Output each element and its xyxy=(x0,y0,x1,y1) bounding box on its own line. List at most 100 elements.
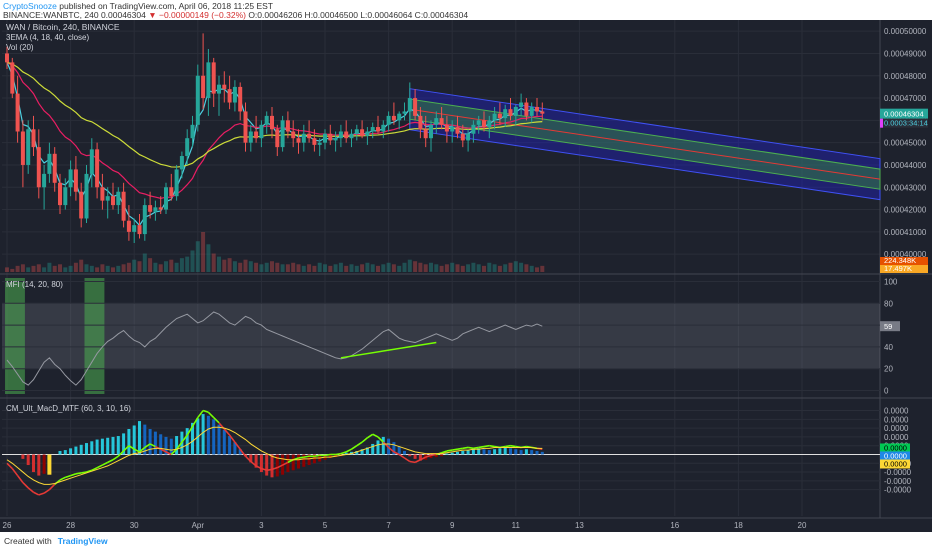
macd-line-segment xyxy=(361,437,368,443)
price-tick-label: 0.00042000 xyxy=(884,206,927,215)
candle-body xyxy=(31,129,36,148)
mfi-divergence-line xyxy=(340,341,437,359)
macd-line-segment xyxy=(335,452,342,456)
candle-body xyxy=(349,133,354,139)
candle-body xyxy=(365,131,370,136)
macd-line-segment xyxy=(6,462,13,470)
volume-bar xyxy=(519,262,524,272)
volume-bar xyxy=(58,264,62,272)
macd-line-segment xyxy=(441,450,448,454)
time-tick-label: 11 xyxy=(512,521,521,530)
macd-line-segment xyxy=(81,471,87,474)
candle-body xyxy=(195,75,200,125)
macd-histogram-bar xyxy=(355,450,359,455)
candle-body xyxy=(429,124,433,139)
candle-body xyxy=(232,86,237,103)
macd-line-segment xyxy=(16,475,24,484)
time-tick-label: Apr xyxy=(192,521,205,530)
volume-bar xyxy=(232,261,237,272)
time-tick-label: 16 xyxy=(670,521,679,530)
macd-line-segment xyxy=(48,483,56,491)
macd-histogram-bar xyxy=(535,450,539,455)
macd-histogram-bar xyxy=(503,447,507,455)
footer: Created with TradingView xyxy=(0,532,932,550)
macd-histogram-bar xyxy=(482,449,486,455)
candle-body xyxy=(285,120,290,132)
macd-line-segment xyxy=(467,446,474,450)
macd-line-segment xyxy=(345,448,352,453)
macd-line-segment xyxy=(86,469,93,473)
time-tick-label: 28 xyxy=(66,521,75,530)
macd-tick-label: -0.0000 xyxy=(884,477,912,486)
candle-body xyxy=(211,62,216,94)
macd-line-segment xyxy=(303,455,310,458)
macd-histogram-bar xyxy=(238,449,242,455)
candle-body xyxy=(264,115,269,125)
macd-line-segment xyxy=(11,468,19,477)
candle-body xyxy=(15,93,20,132)
candle-body xyxy=(418,115,423,130)
macd-histogram-bar xyxy=(138,421,141,455)
volume-bar xyxy=(285,264,290,272)
candle-body xyxy=(5,53,9,63)
candle-body xyxy=(42,173,47,188)
volume-bar xyxy=(270,261,274,272)
macd-histogram-bar xyxy=(265,454,269,476)
time-tick-label: 20 xyxy=(798,521,807,530)
candle-body xyxy=(79,191,84,219)
macd-line-segment xyxy=(138,446,146,453)
candle-body xyxy=(307,133,312,139)
author-name[interactable]: CryptoSnooze xyxy=(3,1,57,11)
candle-body xyxy=(89,149,94,174)
macd-line-segment xyxy=(340,451,347,455)
volume-bar xyxy=(291,262,296,272)
candle-body xyxy=(492,113,497,121)
candle-body xyxy=(397,113,402,121)
macd-histogram-bar xyxy=(74,446,78,455)
macd-histogram-bar xyxy=(116,436,120,455)
time-tick-label: 5 xyxy=(323,521,328,530)
macd-line-segment xyxy=(404,457,411,463)
candle-body xyxy=(296,138,301,143)
volume-bar xyxy=(116,265,121,272)
volume-bar xyxy=(79,259,84,272)
volume-bar xyxy=(323,264,327,272)
timer-tag-marker xyxy=(880,118,883,128)
mfi-tick-label: 100 xyxy=(884,277,898,286)
chart-canvas[interactable]: 0.00050000 0.00049000 0.00048000 0.00047000… xyxy=(0,20,932,532)
published-note: published on TradingView.com, April 06, … xyxy=(56,1,273,11)
macd-histogram-bar xyxy=(21,454,25,459)
candle-body xyxy=(275,129,280,148)
macd-histogram-bar xyxy=(191,422,194,455)
macd-histogram-bar xyxy=(249,454,253,463)
macd-line-segment xyxy=(186,425,194,436)
volume-bar xyxy=(63,267,68,272)
candle-body xyxy=(354,129,359,134)
macd-histogram-bar xyxy=(185,428,189,455)
volume-bar xyxy=(307,264,312,272)
macd-histogram-bar xyxy=(175,436,179,455)
volume-ma-label: 17.497K xyxy=(884,264,912,273)
volume-bar xyxy=(185,256,190,272)
candle-body xyxy=(312,138,317,145)
macd-histogram-bar xyxy=(37,454,41,476)
macd-line-segment xyxy=(489,444,495,448)
macd-histogram-bar xyxy=(493,449,497,455)
candle-body xyxy=(450,127,455,132)
volume-bar xyxy=(503,264,508,272)
volume-bar xyxy=(312,265,317,272)
volume-bar xyxy=(31,265,36,272)
macd-histogram-bar xyxy=(413,454,417,459)
macd-histogram-bar xyxy=(26,454,30,466)
ema-legend: 3EMA (4, 18, 40, close) xyxy=(6,33,89,42)
macd-line-segment xyxy=(43,488,50,494)
candle-body xyxy=(169,187,174,197)
volume-bar xyxy=(47,262,52,272)
macd-signal-line xyxy=(6,426,543,485)
tradingview-logo[interactable]: TradingView xyxy=(57,536,108,546)
volume-bar xyxy=(471,262,476,272)
candle-body xyxy=(540,111,545,114)
candle-body xyxy=(381,124,386,132)
macd-histogram-bar xyxy=(302,454,306,467)
volume-bar xyxy=(153,262,158,272)
